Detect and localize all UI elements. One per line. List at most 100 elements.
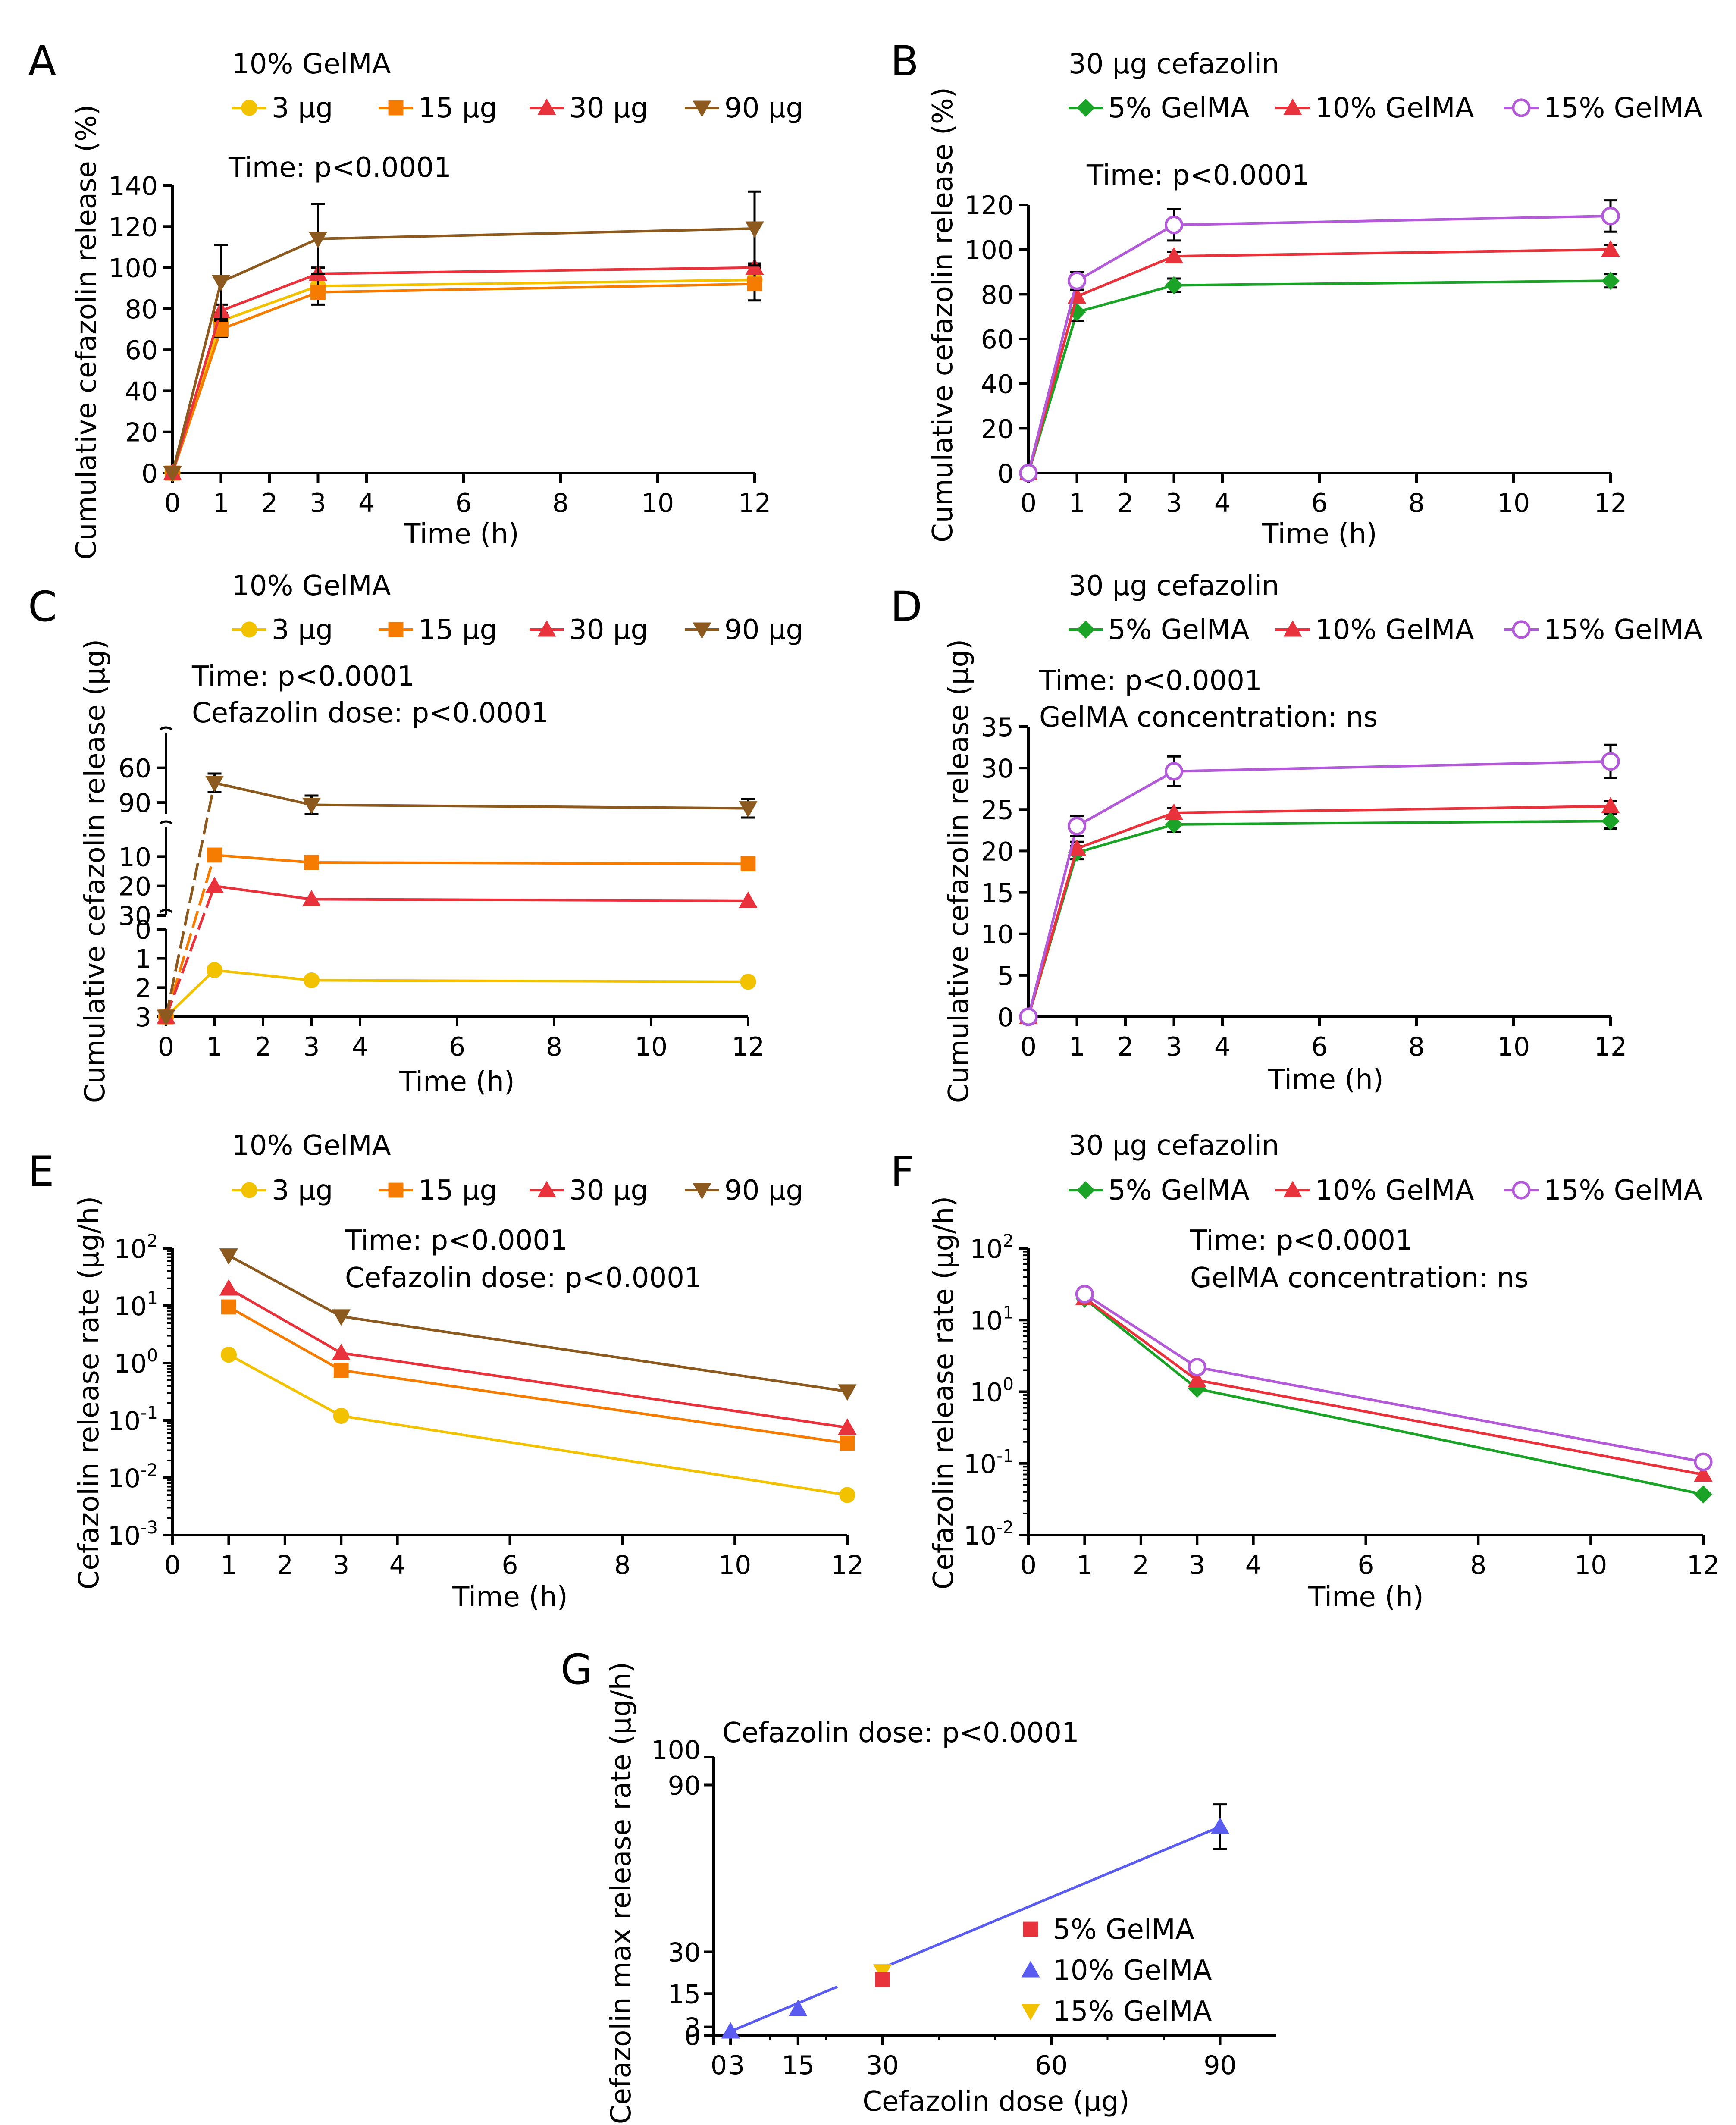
data-point [740,856,756,871]
annotation: Time: p<0.0001 [1039,665,1262,697]
legend-entry: 10% GelMA [1275,92,1474,124]
y-tick-label: 60 [119,754,151,784]
y-tick-label: 0 [997,459,1014,489]
series-30-g [219,1279,857,1435]
data-point [1188,1357,1206,1377]
x-tick-label: 4 [1245,1550,1262,1580]
x-tick-label: 6 [449,1032,465,1062]
series-3-g [164,270,763,481]
y-axis-title: Cumulative cefazolin release (µg) [943,639,975,1103]
series-line [171,282,755,473]
y-tick-label: 20 [119,872,151,902]
series-line [165,969,216,1018]
series-3-g [220,1346,855,1503]
y-tick-label: 0 [141,459,158,489]
y-axis-title: Cefazolin release rate (µg/h) [928,1196,960,1590]
series-30-g [163,258,764,480]
x-tick-label: 1 [1076,1550,1093,1580]
series-line [171,266,755,473]
data-point [1019,1007,1038,1026]
legend-entry: 15% GelMA [1504,1175,1703,1207]
legend-label: 90 µg [724,614,803,646]
legend-marker [1283,1181,1302,1197]
series-90-g [157,772,758,1026]
legend-label: 3 µg [272,1175,333,1207]
legend-label: 30 µg [569,1175,648,1207]
panel-C: C 10% GelMA 3 µg 15 µg 30 µg 90 µg Time: p<0.0… [28,570,803,1103]
legend-entry: 10% GelMA [1021,1955,1212,1987]
y-tick-label: 120 [108,212,158,242]
panel-title: 10% GelMA [232,48,391,80]
legend-marker [1512,1181,1531,1200]
legend-marker [537,98,556,115]
series-line [214,853,749,865]
legend-label: 15% GelMA [1053,1996,1212,2028]
annotation: Cefazolin dose: p<0.0001 [345,1262,702,1294]
annotation: Time: p<0.0001 [191,661,415,693]
y-tick-label: 90 [668,1771,701,1801]
legend-marker [537,1181,556,1197]
panel-E: E 10% GelMA 3 µg 15 µg 30 µg 90 µg Time: p<0.0… [28,1130,864,1613]
data-point [332,1309,351,1326]
legend-entry: 90 µg [685,614,803,646]
data-point [721,2022,740,2039]
data-point [333,1363,349,1378]
x-tick-label: 6 [501,1550,518,1580]
legend-entry: 5% GelMA [1069,614,1250,646]
data-point [310,285,326,300]
panel-letter: F [890,1147,914,1196]
x-tick-label: 30 [866,2050,899,2081]
y-tick-label: 10-1 [964,1446,1014,1479]
y-tick-label: 10-1 [108,1403,158,1436]
y-tick-label: 60 [125,335,158,366]
legend-entry: 15% GelMA [1504,614,1703,646]
series-line [171,279,755,473]
data-point [163,466,182,483]
x-tick-label: 3 [310,488,326,518]
legend-marker [388,1182,404,1198]
panel-title: 10% GelMA [232,570,391,602]
legend-entry: 10% GelMA [1275,614,1474,646]
x-axis-title: Time (h) [399,1066,514,1098]
y-tick-label: 0 [997,1003,1014,1033]
data-point [875,1972,890,1987]
x-tick-label: 8 [1408,1032,1425,1062]
y-tick-label: 10 [981,920,1014,950]
data-point [839,1487,855,1503]
legend-marker [693,100,711,117]
data-point [838,1418,857,1435]
x-tick-label: 2 [255,1032,271,1062]
x-tick-label: 12 [1687,1550,1720,1580]
panel-D: D 30 µg cefazolin 5% GelMA 10% GelMA 15% Gel… [890,570,1703,1103]
legend-marker [1023,1921,1038,1937]
y-tick-label: 80 [125,295,158,325]
legend-label: 30 µg [569,614,648,646]
x-tick-label: 10 [1497,1032,1530,1062]
legend-label: 15 µg [418,614,497,646]
data-point [1067,271,1087,290]
x-tick-label: 4 [352,1032,368,1062]
series-line [1084,1297,1704,1476]
series-15-g [221,1299,855,1451]
x-tick-label: 3 [1166,1032,1182,1062]
series-90-g [163,190,764,483]
series-15-gelma [1075,1285,1713,1471]
y-axis-title: Cefazolin release rate (µg/h) [73,1196,105,1590]
data-point [1601,207,1620,226]
data-point [739,801,758,818]
series-90-g [219,1248,857,1401]
x-tick-label: 8 [552,488,569,518]
x-tick-label: 3 [303,1032,320,1062]
y-tick-label: 140 [108,171,158,201]
data-point [332,1343,351,1360]
data-point [1210,1817,1230,1834]
legend-entry: 15 µg [379,614,497,646]
series-15-g [158,847,756,1025]
series-line [1027,279,1611,473]
legend-entry: 5% GelMA [1069,92,1250,124]
panel-title: 30 µg cefazolin [1069,570,1279,602]
legend-label: 3 µg [272,614,333,646]
x-tick-label: 3 [1189,1550,1205,1580]
x-tick-label: 1 [206,1032,222,1062]
